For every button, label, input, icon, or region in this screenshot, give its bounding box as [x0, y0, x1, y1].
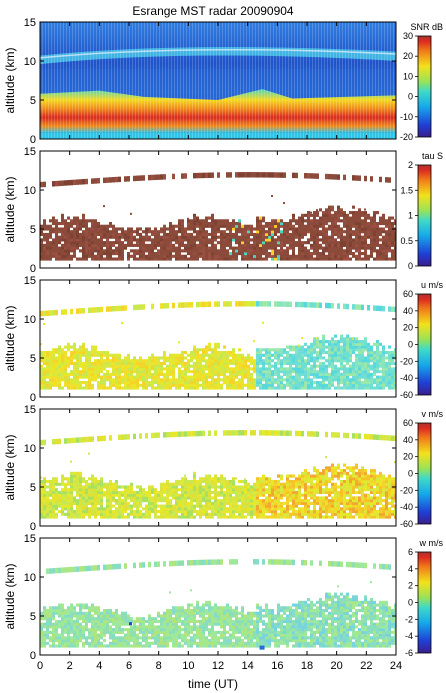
heatmap-field — [40, 22, 396, 139]
colorbar-tick-label: 0 — [408, 261, 413, 271]
colorbar — [417, 35, 432, 138]
colorbar-tick-label: -60 — [400, 519, 413, 529]
colorbar-tick-label: 20 — [403, 323, 413, 333]
panel-2: 0 5 10 15 altitude (km) tau S 2 1.5 1 0.5 0 — [3, 146, 443, 275]
y-tick-label: 15 — [24, 533, 36, 545]
colorbar-tick-label: -40 — [400, 373, 413, 383]
x-tick-label: 2 — [67, 660, 73, 672]
colorbar-tick-label: -20 — [400, 132, 413, 142]
panel-5: 0 5 10 15 altitude (km) w m/s 6 4 2 0 -2 -4 -6 — [3, 533, 443, 662]
colorbar-tick-label: -60 — [400, 390, 413, 400]
colorbar-tick-label: 1 — [408, 211, 413, 221]
panel-4: 0 5 10 15 altitude (km) v m/s 60 40 20 0 -20 -40 -60 — [3, 404, 443, 533]
colorbar-tick-label: 6 — [408, 547, 413, 557]
y-tick-label: 15 — [24, 275, 36, 287]
y-tick-label: 0 — [30, 134, 36, 146]
chart-title: Esrange MST radar 20090904 — [132, 4, 294, 18]
colorbar-tick-label: 40 — [403, 435, 413, 445]
colorbar-tick-label: -40 — [400, 502, 413, 512]
y-tick-label: 0 — [30, 263, 36, 275]
x-tick-label: 8 — [156, 660, 162, 672]
y-tick-label: 10 — [24, 185, 36, 197]
colorbar-tick-label: 20 — [403, 51, 413, 61]
y-axis-label: altitude (km) — [3, 563, 17, 629]
y-tick-label: 0 — [30, 650, 36, 662]
x-tick-label: 10 — [182, 660, 194, 672]
heatmap-field — [40, 172, 396, 261]
colorbar-tick-label: 20 — [403, 452, 413, 462]
colorbar-tick-label: -10 — [400, 112, 413, 122]
heatmap-field — [40, 559, 396, 650]
colorbar-tick-label: -20 — [400, 356, 413, 366]
x-axis-label: time (UT) — [188, 677, 238, 691]
y-tick-label: 0 — [30, 521, 36, 533]
colorbar — [417, 422, 432, 525]
colorbar-label: u m/s — [421, 280, 444, 290]
y-tick-label: 5 — [30, 611, 36, 623]
colorbar-tick-label: 0 — [408, 469, 413, 479]
colorbar-tick-label: -4 — [405, 631, 413, 641]
y-tick-label: 5 — [30, 95, 36, 107]
colorbar-label: tau S — [422, 151, 443, 161]
y-tick-label: 10 — [24, 572, 36, 584]
colorbar — [417, 551, 432, 654]
x-tick-label: 4 — [96, 660, 102, 672]
colorbar-label: v m/s — [422, 409, 444, 419]
colorbar-tick-label: 1.5 — [400, 185, 413, 195]
heatmap-field — [40, 430, 396, 519]
y-axis-label: altitude (km) — [3, 47, 17, 113]
colorbar-label: w m/s — [419, 538, 444, 548]
y-tick-label: 10 — [24, 443, 36, 455]
colorbar-tick-label: -2 — [405, 614, 413, 624]
colorbar-label: SNR dB — [410, 22, 443, 32]
x-tick-label: 16 — [271, 660, 283, 672]
y-tick-label: 10 — [24, 56, 36, 68]
colorbar-tick-label: 0 — [408, 340, 413, 350]
y-tick-label: 15 — [24, 17, 36, 29]
colorbar-tick-label: 10 — [403, 71, 413, 81]
y-tick-label: 0 — [30, 392, 36, 404]
colorbar-tick-label: 30 — [403, 31, 413, 41]
colorbar — [417, 164, 432, 267]
y-axis-label: altitude (km) — [3, 305, 17, 371]
y-axis-label: altitude (km) — [3, 176, 17, 242]
colorbar-tick-label: -6 — [405, 648, 413, 658]
y-tick-label: 5 — [30, 353, 36, 365]
x-tick-label: 20 — [331, 660, 343, 672]
x-tick-label: 0 — [37, 660, 43, 672]
x-tick-label: 14 — [242, 660, 254, 672]
y-tick-label: 10 — [24, 314, 36, 326]
colorbar-tick-label: 0 — [408, 92, 413, 102]
y-axis-label: altitude (km) — [3, 434, 17, 500]
y-tick-label: 5 — [30, 482, 36, 494]
x-tick-label: 12 — [212, 660, 224, 672]
x-tick-label: 6 — [126, 660, 132, 672]
x-tick-label: 22 — [360, 660, 372, 672]
colorbar-tick-label: 0.5 — [400, 236, 413, 246]
colorbar-tick-label: 60 — [403, 289, 413, 299]
colorbar-tick-label: -20 — [400, 485, 413, 495]
colorbar-tick-label: 4 — [408, 564, 413, 574]
y-tick-label: 15 — [24, 146, 36, 158]
colorbar — [417, 293, 432, 396]
y-tick-label: 5 — [30, 224, 36, 236]
colorbar-tick-label: 2 — [408, 581, 413, 591]
colorbar-tick-label: 60 — [403, 418, 413, 428]
colorbar-tick-label: 2 — [408, 160, 413, 170]
x-tick-label: 24 — [390, 660, 402, 672]
colorbar-tick-label: 0 — [408, 598, 413, 608]
panel-3: 0 5 10 15 altitude (km) u m/s 60 40 20 0 -20 -40 -60 — [3, 275, 443, 404]
x-tick-label: 18 — [301, 660, 313, 672]
colorbar-tick-label: 40 — [403, 306, 413, 316]
heatmap-field — [40, 301, 396, 390]
y-tick-label: 15 — [24, 404, 36, 416]
